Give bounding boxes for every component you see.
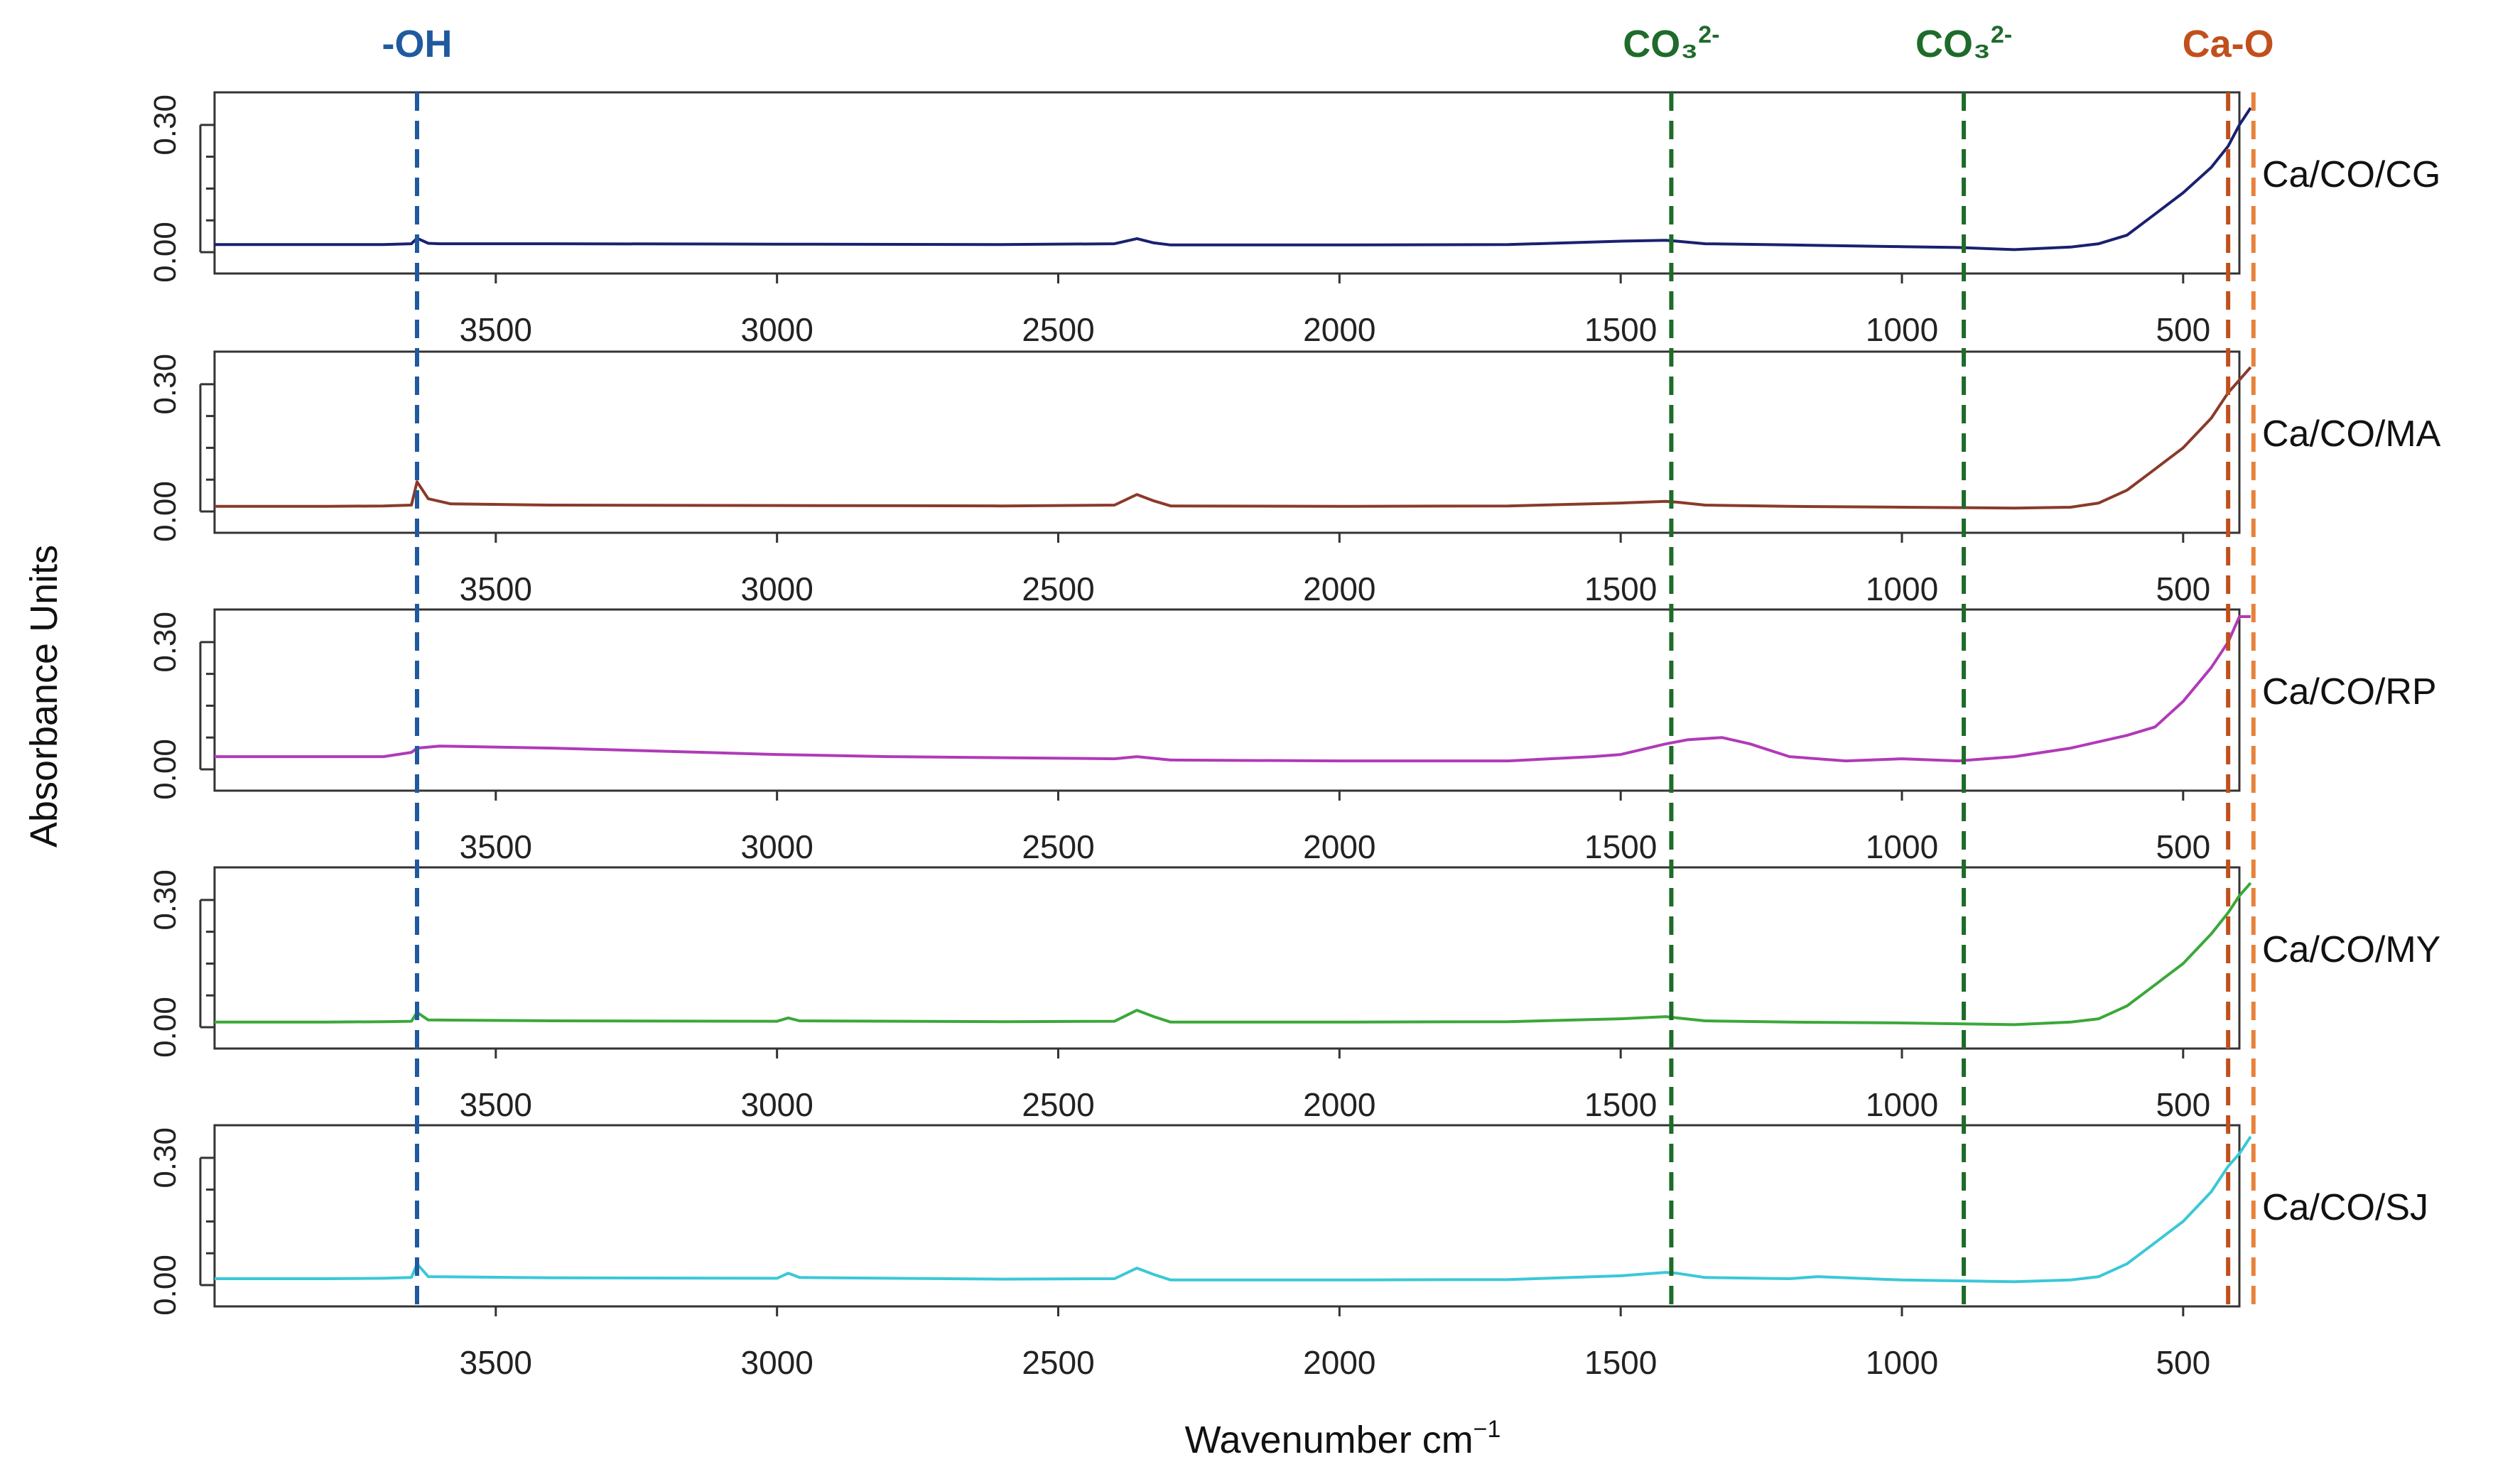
x-tick-label: 3500	[460, 570, 532, 607]
x-tick-label: 2500	[1022, 828, 1094, 865]
panels-group: 0.00 0.30 3500 3000 2500 2000 1500 1000 500 Ca/CO…	[148, 91, 2441, 1381]
y-tick-label: 0.00	[148, 1255, 183, 1316]
series-line-ca-co-rp	[215, 615, 2251, 763]
x-tick-label: 2000	[1303, 311, 1375, 348]
x-tick-label: 2500	[1022, 1086, 1094, 1123]
x-tick-label: 500	[2156, 311, 2210, 348]
series-line-ca-co-ma	[215, 366, 2252, 510]
x-tick-label: 2000	[1303, 1086, 1375, 1123]
x-tick-label: 1000	[1866, 570, 1938, 607]
x-tick-label: 500	[2156, 1086, 2210, 1123]
panel-frame	[213, 608, 2241, 792]
x-tick-label: 3000	[740, 311, 813, 348]
y-tick-label: 0.00	[148, 997, 183, 1058]
y-tick-label: 0.00	[148, 739, 183, 800]
series-line-ca-co-my	[215, 882, 2252, 1027]
x-tick-label: 500	[2156, 1344, 2210, 1381]
x-tick-label: 2500	[1022, 311, 1094, 348]
panel-4: 0.00 0.30 3500 3000 2500 2000 1500 1000 500 Ca/CO…	[148, 866, 2440, 1123]
series-line-ca-co-sj	[215, 1135, 2252, 1284]
panel-1: 0.00 0.30 3500 3000 2500 2000 1500 1000 500 Ca/CO…	[148, 91, 2440, 348]
x-tick-label: 3500	[460, 828, 532, 865]
x-tick-label: 3000	[740, 570, 813, 607]
y-tick-label: 0.30	[148, 612, 183, 673]
series-label: Ca/CO/SJ	[2262, 1187, 2428, 1228]
x-tick-label: 3500	[460, 1344, 532, 1381]
panel-frame	[213, 866, 2241, 1050]
y-tick-label: 0.30	[148, 354, 183, 415]
x-tick-label: 2500	[1022, 570, 1094, 607]
x-tick-label: 2000	[1303, 1344, 1375, 1381]
panel-2: 0.00 0.30 3500 3000 2500 2000 1500 1000 500 Ca/CO…	[148, 350, 2441, 607]
x-tick-label: 2000	[1303, 828, 1375, 865]
y-tick-label: 0.30	[148, 870, 183, 931]
x-tick-label: 3500	[460, 311, 532, 348]
x-tick-label: 1500	[1584, 1086, 1657, 1123]
panel-frame	[213, 1124, 2241, 1308]
x-axis-title-superscript: −1	[1474, 1416, 1501, 1443]
x-tick-label: 1500	[1584, 1344, 1657, 1381]
x-tick-label: 1000	[1866, 1344, 1938, 1381]
panel-5: 0.00 0.30 3500 3000 2500 2000 1500 1000 500 Ca/CO…	[148, 1124, 2428, 1381]
series-label: Ca/CO/MA	[2262, 413, 2441, 455]
x-tick-label: 3000	[740, 1086, 813, 1123]
x-tick-label: 1000	[1866, 1086, 1938, 1123]
marker-lines-group	[415, 92, 2256, 1306]
x-tick-label: 1000	[1866, 828, 1938, 865]
x-tick-label: 3500	[460, 1086, 532, 1123]
x-tick-label: 3000	[740, 828, 813, 865]
panel-frame	[213, 350, 2241, 534]
x-tick-label: 500	[2156, 828, 2210, 865]
y-tick-label: 0.00	[148, 481, 183, 542]
x-tick-label: 1500	[1584, 311, 1657, 348]
x-tick-label: 1500	[1584, 570, 1657, 607]
series-line-ca-co-cg	[215, 107, 2252, 251]
annotation-label: CO₃2-	[1623, 21, 1719, 65]
x-tick-label: 1000	[1866, 311, 1938, 348]
annotations-group: -OH CO₃2- CO₃2- Ca-O	[382, 21, 2274, 65]
y-tick-label: 0.00	[148, 222, 183, 283]
x-tick-label: 2000	[1303, 570, 1375, 607]
x-axis-title-text: Wavenumber cm	[1185, 1419, 1474, 1461]
x-axis-title: Wavenumber cm−1	[1185, 1416, 1501, 1461]
x-tick-label: 3000	[740, 1344, 813, 1381]
annotation-label: Ca-O	[2183, 23, 2274, 65]
x-tick-label: 1500	[1584, 828, 1657, 865]
annotation-label: CO₃2-	[1915, 21, 2012, 65]
y-tick-label: 0.30	[148, 1127, 183, 1188]
panel-3: 0.00 0.30 3500 3000 2500 2000 1500 1000 500 Ca/CO…	[148, 608, 2437, 865]
y-axis-title: Absorbance Units	[23, 545, 65, 847]
x-tick-label: 2500	[1022, 1344, 1094, 1381]
y-tick-label: 0.30	[148, 94, 183, 156]
panel-frame	[213, 91, 2241, 275]
series-label: Ca/CO/RP	[2262, 671, 2437, 713]
series-label: Ca/CO/MY	[2262, 929, 2440, 970]
x-tick-label: 500	[2156, 570, 2210, 607]
annotation-label: -OH	[382, 23, 453, 65]
series-label: Ca/CO/CG	[2262, 154, 2440, 195]
